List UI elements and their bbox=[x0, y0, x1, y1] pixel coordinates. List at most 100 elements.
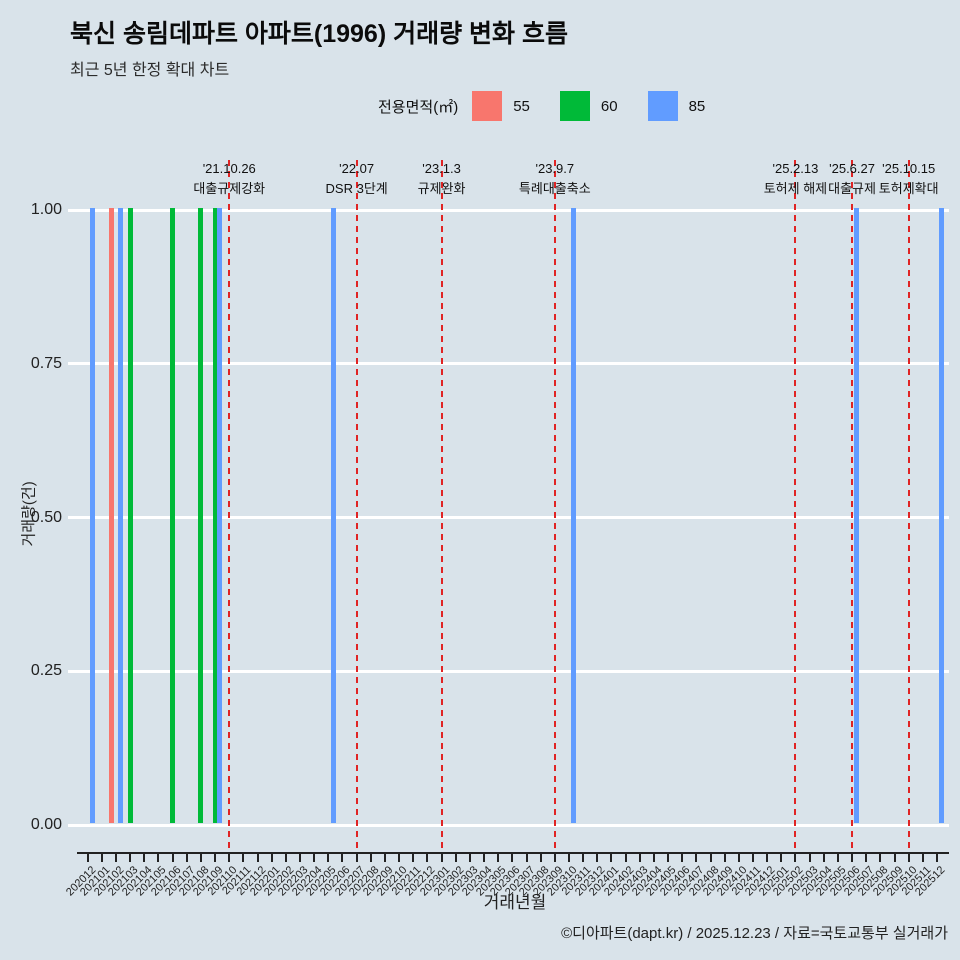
x-axis-tickmark bbox=[100, 854, 103, 862]
legend-label: 85 bbox=[688, 97, 706, 115]
x-axis-tickmark bbox=[737, 854, 740, 862]
bar-60-202106 bbox=[170, 208, 176, 823]
legend-item: 85 bbox=[647, 91, 706, 121]
x-axis-tickmark bbox=[369, 854, 372, 862]
x-axis-tickmark bbox=[129, 854, 132, 862]
x-axis-tickmark bbox=[214, 854, 217, 862]
event-line bbox=[440, 160, 443, 848]
x-axis-tickmark bbox=[497, 854, 500, 862]
legend-label: 60 bbox=[600, 97, 618, 115]
event-label: 특례대출축소 bbox=[518, 181, 591, 196]
event-date: '22.07 bbox=[339, 161, 375, 176]
x-axis-tickmark bbox=[284, 854, 287, 862]
x-axis-tickmark bbox=[171, 854, 174, 862]
gridline bbox=[77, 362, 949, 366]
x-axis-tickmark bbox=[383, 854, 386, 862]
event-annotation: '25.2.13 토허제 해제 bbox=[764, 159, 827, 199]
event-line bbox=[907, 160, 910, 848]
footer-credit: ©디아파트(dapt.kr) / 2025.12.23 / 자료=국토교통부 실… bbox=[561, 925, 948, 942]
x-axis-tickmark bbox=[936, 854, 938, 862]
x-axis-tickmark bbox=[185, 854, 188, 862]
x-axis-title: 거래년월 bbox=[483, 893, 547, 912]
x-axis-tickmark bbox=[483, 854, 486, 862]
event-annotation: '21.10.26 대출규제강화 bbox=[193, 159, 265, 199]
x-axis-tickmark bbox=[143, 854, 146, 862]
bar-85-202109 bbox=[217, 208, 223, 823]
event-line bbox=[355, 160, 358, 848]
x-axis-tickmark bbox=[624, 854, 627, 862]
legend: 전용면적(㎡) 55 60 85 bbox=[378, 90, 735, 122]
event-label: 토허제확대 bbox=[878, 181, 939, 196]
x-axis-tickmark bbox=[553, 854, 556, 862]
bar-60-202103 bbox=[127, 208, 133, 823]
x-axis-tickmark bbox=[695, 854, 698, 862]
event-annotation: '23.1.3 규제완화 bbox=[418, 159, 466, 199]
x-axis-tickmark bbox=[341, 854, 344, 862]
bar-60-202108 bbox=[198, 208, 204, 823]
legend-items: 55 60 85 bbox=[472, 91, 735, 121]
bar-55-202102 bbox=[108, 208, 114, 823]
event-label: 규제완화 bbox=[417, 181, 466, 196]
y-tick-label: 0.25 bbox=[30, 662, 62, 680]
x-axis-tickmark bbox=[751, 854, 754, 862]
legend-swatch-55 bbox=[472, 91, 503, 121]
gridline bbox=[77, 669, 949, 673]
x-axis-tickmark bbox=[794, 854, 797, 862]
x-axis-line bbox=[77, 852, 949, 854]
bar-60-202109 bbox=[212, 208, 218, 823]
legend-swatch-85 bbox=[647, 91, 678, 121]
y-axis-tickmark bbox=[68, 516, 77, 519]
x-axis-tickmark bbox=[822, 854, 825, 862]
x-axis-tickmark bbox=[921, 854, 924, 862]
y-tick-label: 0.75 bbox=[30, 354, 62, 372]
x-axis-tickmark bbox=[327, 854, 330, 862]
x-axis-tickmark bbox=[667, 854, 670, 862]
legend-item: 55 bbox=[472, 91, 530, 121]
y-tick-label: 0.50 bbox=[30, 508, 62, 526]
event-date: '23.1.3 bbox=[422, 161, 461, 176]
gridline bbox=[77, 208, 949, 212]
event-date: '25.10.15 bbox=[882, 161, 936, 176]
x-axis-tickmark bbox=[723, 854, 726, 862]
x-axis-tickmark bbox=[836, 854, 839, 862]
x-axis-tickmark bbox=[468, 854, 471, 862]
x-axis-tickmark bbox=[511, 854, 514, 862]
event-line bbox=[851, 160, 854, 848]
bar-85-202012 bbox=[89, 208, 95, 823]
y-tick-label: 0.00 bbox=[30, 816, 62, 833]
event-line bbox=[553, 160, 556, 848]
x-axis-tickmark bbox=[567, 854, 570, 862]
event-label: 대출규제강화 bbox=[193, 181, 266, 196]
x-axis-tickmark bbox=[157, 854, 160, 862]
event-line bbox=[794, 160, 797, 848]
y-axis-tickmark bbox=[68, 823, 77, 827]
event-annotation: '22.07 DSR 3단계 bbox=[326, 159, 388, 199]
y-axis-tickmark bbox=[68, 362, 77, 366]
x-axis-tickmark bbox=[652, 854, 655, 862]
chart-subtitle: 최근 5년 한정 확대 차트 bbox=[70, 62, 230, 79]
x-axis-tickmark bbox=[539, 854, 542, 862]
x-axis-tickmark bbox=[893, 854, 896, 862]
legend-swatch-60 bbox=[559, 91, 590, 121]
event-label: 토허제 해제 bbox=[763, 181, 828, 196]
x-axis-tickmark bbox=[766, 854, 769, 862]
x-axis-tickmark bbox=[610, 854, 613, 862]
event-annotation: '25.6.27 대출규제 bbox=[828, 159, 876, 199]
event-date: '21.10.26 bbox=[202, 161, 256, 176]
x-axis-tickmark bbox=[426, 854, 429, 862]
x-axis-tickmark bbox=[454, 854, 457, 862]
x-axis-tickmark bbox=[86, 854, 89, 862]
event-label: 대출규제 bbox=[828, 181, 876, 196]
x-axis-tickmark bbox=[228, 854, 231, 862]
x-axis-tickmark bbox=[596, 854, 599, 862]
bar-85-202512 bbox=[939, 208, 945, 823]
x-axis-tickmark bbox=[355, 854, 358, 862]
x-axis-tickmark bbox=[398, 854, 401, 862]
x-axis-tickmark bbox=[851, 854, 854, 862]
y-axis-title: 거래량(건) bbox=[20, 481, 38, 547]
chart-title: 북신 송림데파트 아파트(1996) 거래량 변화 흐름 bbox=[70, 20, 568, 48]
gridline bbox=[77, 823, 949, 827]
bar-85-202205 bbox=[330, 208, 336, 823]
